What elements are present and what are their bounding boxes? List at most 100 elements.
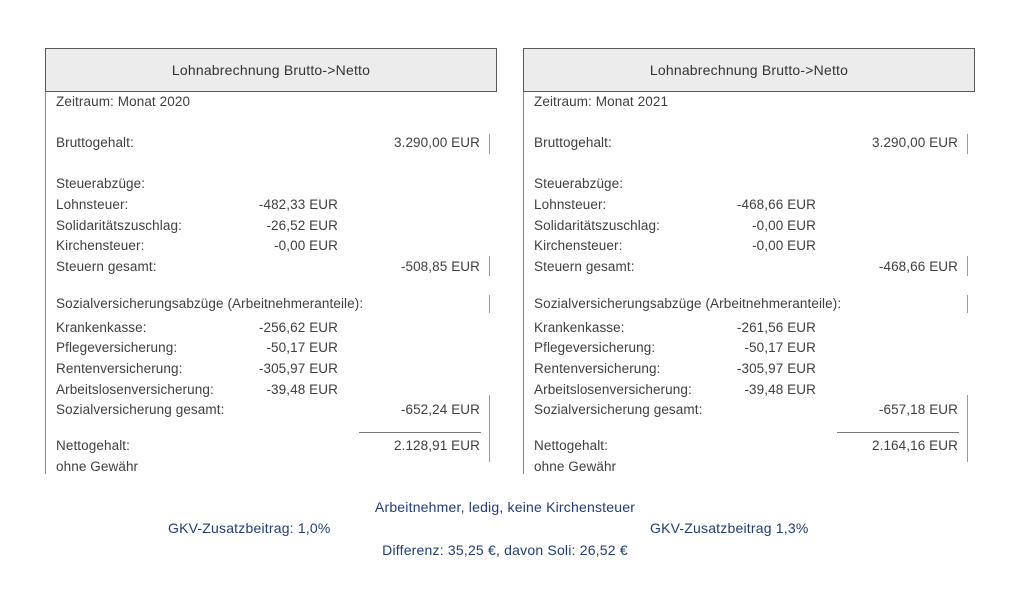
gross-label: Bruttogehalt: <box>534 134 612 150</box>
row-label: Krankenkasse: <box>56 319 147 335</box>
sum-divider-line <box>359 432 481 433</box>
row-label: Arbeitslosenversicherung: <box>56 381 214 397</box>
footnote-employee-status: Arbeitnehmer, ledig, keine Kirchensteuer <box>374 499 636 515</box>
row-label: Solidaritätszuschlag: <box>56 217 182 233</box>
social-total-row: Sozialversicherung gesamt: -657,18 EUR <box>524 400 975 421</box>
disclaimer-label: ohne Gewähr <box>56 458 139 474</box>
row-value: -39,48 EUR <box>266 381 338 397</box>
spacer <box>524 113 975 133</box>
gross-value: 3.290,00 EUR <box>393 134 480 150</box>
social-row: Pflegeversicherung: -50,17 EUR <box>46 338 497 359</box>
net-label: Nettogehalt: <box>534 437 608 453</box>
gross-label: Bruttogehalt: <box>56 134 134 150</box>
payroll-panel-2020: Lohnabrechnung Brutto->Netto Zeitraum: M… <box>45 48 497 474</box>
row-label: Pflegeversicherung: <box>534 340 656 356</box>
row-label: Rentenversicherung: <box>56 360 183 376</box>
social-row: Pflegeversicherung: -50,17 EUR <box>524 338 975 359</box>
row-value: -482,33 EUR <box>258 197 338 213</box>
row-value: -468,66 EUR <box>736 197 816 213</box>
payroll-panel-2021: Lohnabrechnung Brutto->Netto Zeitraum: M… <box>523 48 975 474</box>
row-value: -50,17 EUR <box>266 340 338 356</box>
tax-row: Solidaritätszuschlag: -26,52 EUR <box>46 216 497 237</box>
tax-section-row: Steuerabzüge: <box>524 174 975 195</box>
social-row: Rentenversicherung: -305,97 EUR <box>524 359 975 380</box>
row-label: Lohnsteuer: <box>534 197 607 213</box>
column-border-tick <box>967 134 968 154</box>
tax-section-label: Steuerabzüge: <box>56 176 146 192</box>
panel-body: Zeitraum: Monat 2020 Bruttogehalt: 3.290… <box>45 92 497 474</box>
row-value: -0,00 EUR <box>752 238 816 254</box>
tax-row: Lohnsteuer: -482,33 EUR <box>46 195 497 216</box>
social-total-label: Sozialversicherung gesamt: <box>56 402 225 418</box>
column-border-tick <box>489 395 490 462</box>
column-border-tick <box>967 395 968 462</box>
row-label: Lohnsteuer: <box>56 197 129 213</box>
spacer <box>46 278 497 294</box>
row-value: -26,52 EUR <box>266 217 338 233</box>
row-label: Pflegeversicherung: <box>56 340 178 356</box>
row-label: Kirchensteuer: <box>534 238 623 254</box>
tax-section-label: Steuerabzüge: <box>534 176 624 192</box>
tax-total-row: Steuern gesamt: -508,85 EUR <box>46 257 497 278</box>
tax-total-value: -468,66 EUR <box>878 259 958 275</box>
panel-body: Zeitraum: Monat 2021 Bruttogehalt: 3.290… <box>523 92 975 474</box>
row-label: Solidaritätszuschlag: <box>534 217 660 233</box>
net-row: Nettogehalt: 2.164,16 EUR <box>524 436 975 457</box>
social-row: Arbeitslosenversicherung: -39,48 EUR <box>524 380 975 401</box>
spacer <box>46 421 497 436</box>
row-value: -0,00 EUR <box>752 217 816 233</box>
social-row: Rentenversicherung: -305,97 EUR <box>46 359 497 380</box>
net-value: 2.128,91 EUR <box>393 437 480 453</box>
spacer <box>524 278 975 294</box>
net-value: 2.164,16 EUR <box>871 437 958 453</box>
tax-total-value: -508,85 EUR <box>400 259 480 275</box>
social-section-row: Sozialversicherungsabzüge (Arbeitnehmera… <box>524 294 975 315</box>
tax-section-row: Steuerabzüge: <box>46 174 497 195</box>
column-border-tick <box>967 256 968 276</box>
disclaimer-row: ohne Gewähr <box>524 457 975 478</box>
disclaimer-row: ohne Gewähr <box>46 457 497 478</box>
social-row: Krankenkasse: -261,56 EUR <box>524 318 975 339</box>
tax-total-label: Steuern gesamt: <box>56 259 157 275</box>
social-total-value: -657,18 EUR <box>878 402 958 418</box>
column-border-tick <box>967 295 968 313</box>
sum-divider-line <box>837 432 959 433</box>
net-row: Nettogehalt: 2.128,91 EUR <box>46 436 497 457</box>
row-label: Arbeitslosenversicherung: <box>534 381 692 397</box>
spacer <box>524 421 975 436</box>
column-border-tick <box>489 134 490 154</box>
footnote-gkv-2020: GKV-Zusatzbeitrag: 1,0% <box>168 520 331 536</box>
gross-value: 3.290,00 EUR <box>871 134 958 150</box>
social-section-label: Sozialversicherungsabzüge (Arbeitnehmera… <box>56 295 364 311</box>
row-value: -256,62 EUR <box>258 319 338 335</box>
panel-title: Lohnabrechnung Brutto->Netto <box>45 48 497 92</box>
spacer <box>46 153 497 174</box>
row-value: -50,17 EUR <box>744 340 816 356</box>
tax-row: Lohnsteuer: -468,66 EUR <box>524 195 975 216</box>
social-total-row: Sozialversicherung gesamt: -652,24 EUR <box>46 400 497 421</box>
footnote-gkv-2021: GKV-Zusatzbeitrag 1,3% <box>650 520 809 536</box>
row-value: -39,48 EUR <box>744 381 816 397</box>
panel-title: Lohnabrechnung Brutto->Netto <box>523 48 975 92</box>
row-label: Rentenversicherung: <box>534 360 661 376</box>
period-label: Zeitraum: Monat 2020 <box>56 94 191 109</box>
tax-total-label: Steuern gesamt: <box>534 259 635 275</box>
tax-row: Solidaritätszuschlag: -0,00 EUR <box>524 216 975 237</box>
spacer <box>46 113 497 133</box>
social-total-label: Sozialversicherung gesamt: <box>534 402 703 418</box>
tax-total-row: Steuern gesamt: -468,66 EUR <box>524 257 975 278</box>
tax-row: Kirchensteuer: -0,00 EUR <box>46 236 497 257</box>
row-label: Kirchensteuer: <box>56 238 145 254</box>
row-value: -305,97 EUR <box>258 360 338 376</box>
gross-row: Bruttogehalt: 3.290,00 EUR <box>46 133 497 154</box>
social-section-label: Sozialversicherungsabzüge (Arbeitnehmera… <box>534 295 842 311</box>
social-row: Krankenkasse: -256,62 EUR <box>46 318 497 339</box>
social-row: Arbeitslosenversicherung: -39,48 EUR <box>46 380 497 401</box>
spacer <box>524 153 975 174</box>
row-value: -305,97 EUR <box>736 360 816 376</box>
social-section-row: Sozialversicherungsabzüge (Arbeitnehmera… <box>46 294 497 315</box>
column-border-tick <box>489 295 490 313</box>
period-label: Zeitraum: Monat 2021 <box>534 94 669 109</box>
row-label: Krankenkasse: <box>534 319 625 335</box>
column-border-tick <box>489 256 490 276</box>
